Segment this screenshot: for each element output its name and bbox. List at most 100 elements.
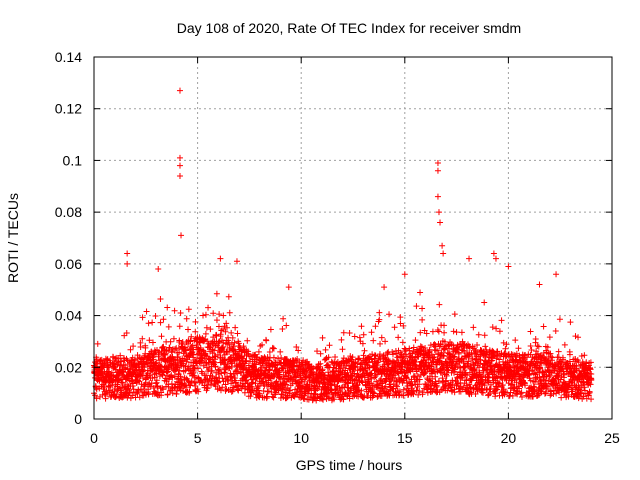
data-point [207, 326, 214, 333]
data-point [249, 379, 256, 386]
data-point [203, 324, 210, 331]
data-point [421, 370, 428, 377]
data-point [358, 378, 365, 385]
data-point [468, 349, 475, 356]
data-point [359, 340, 366, 347]
data-point [390, 385, 397, 392]
data-point [395, 334, 402, 341]
data-point [454, 380, 461, 387]
data-point [293, 344, 300, 351]
data-point [436, 301, 443, 308]
data-point [466, 381, 473, 388]
plot-frame [93, 56, 613, 420]
data-point [371, 390, 378, 397]
data-point [435, 328, 442, 335]
data-point [284, 393, 291, 400]
data-point [440, 353, 447, 360]
data-point [443, 371, 450, 378]
data-point [223, 324, 230, 331]
data-point [537, 364, 544, 371]
data-point [328, 358, 335, 365]
data-point [147, 383, 154, 390]
y-tick-label: 0.06 [55, 256, 82, 272]
data-point [154, 383, 161, 390]
data-point [424, 386, 431, 393]
data-point [462, 371, 469, 378]
data-point [176, 367, 183, 374]
data-point [275, 374, 282, 381]
data-point [176, 162, 183, 169]
data-point [140, 368, 147, 375]
data-point [314, 348, 321, 355]
data-point [381, 284, 388, 291]
data-point [466, 344, 473, 351]
data-point [222, 328, 229, 335]
data-point [165, 383, 172, 390]
data-point [431, 353, 438, 360]
data-point [217, 331, 224, 338]
data-point [164, 391, 171, 398]
data-point [537, 359, 544, 366]
x-tick-label: 10 [293, 430, 309, 446]
x-tick-label: 0 [90, 430, 98, 446]
data-point [396, 376, 403, 383]
data-point [248, 383, 255, 390]
data-point [439, 242, 446, 249]
y-tick-label: 0.14 [55, 49, 82, 65]
data-point [372, 323, 379, 330]
data-point [160, 343, 167, 350]
data-point [527, 328, 534, 335]
data-point [536, 281, 543, 288]
data-point [185, 326, 192, 333]
data-point [221, 370, 228, 377]
data-point [129, 392, 136, 399]
data-point [183, 384, 190, 391]
data-point [413, 387, 420, 394]
data-point [496, 356, 503, 363]
data-point [552, 327, 559, 334]
data-point [552, 362, 559, 369]
data-point [210, 310, 217, 317]
data-point [540, 323, 547, 330]
data-point [317, 360, 324, 367]
data-point [472, 348, 479, 355]
data-point [493, 355, 500, 362]
data-point [192, 378, 199, 385]
data-point [451, 386, 458, 393]
data-point [510, 385, 517, 392]
data-point [153, 377, 160, 384]
data-point [470, 324, 477, 331]
data-point [232, 375, 239, 382]
data-point [378, 334, 385, 341]
data-point [439, 365, 446, 372]
data-point [219, 345, 226, 352]
data-point [172, 346, 179, 353]
data-point [130, 380, 137, 387]
data-point [346, 391, 353, 398]
data-point [515, 345, 522, 352]
data-point [414, 373, 421, 380]
data-point [313, 397, 320, 404]
data-point [294, 356, 301, 363]
data-point [434, 160, 441, 167]
data-point [400, 386, 407, 393]
data-point [507, 364, 514, 371]
data-point [165, 323, 172, 330]
data-point [412, 337, 419, 344]
data-point [228, 329, 235, 336]
data-point [547, 350, 554, 357]
data-point [171, 307, 178, 314]
data-point [481, 299, 488, 306]
data-point [408, 385, 415, 392]
data-point [159, 372, 166, 379]
data-point [208, 368, 215, 375]
data-point [221, 369, 228, 376]
data-point [567, 319, 574, 326]
data-point [440, 250, 447, 257]
data-point [242, 374, 249, 381]
data-point [432, 342, 439, 349]
data-point [417, 289, 424, 296]
x-tick-label: 5 [194, 430, 202, 446]
data-point [481, 332, 488, 339]
